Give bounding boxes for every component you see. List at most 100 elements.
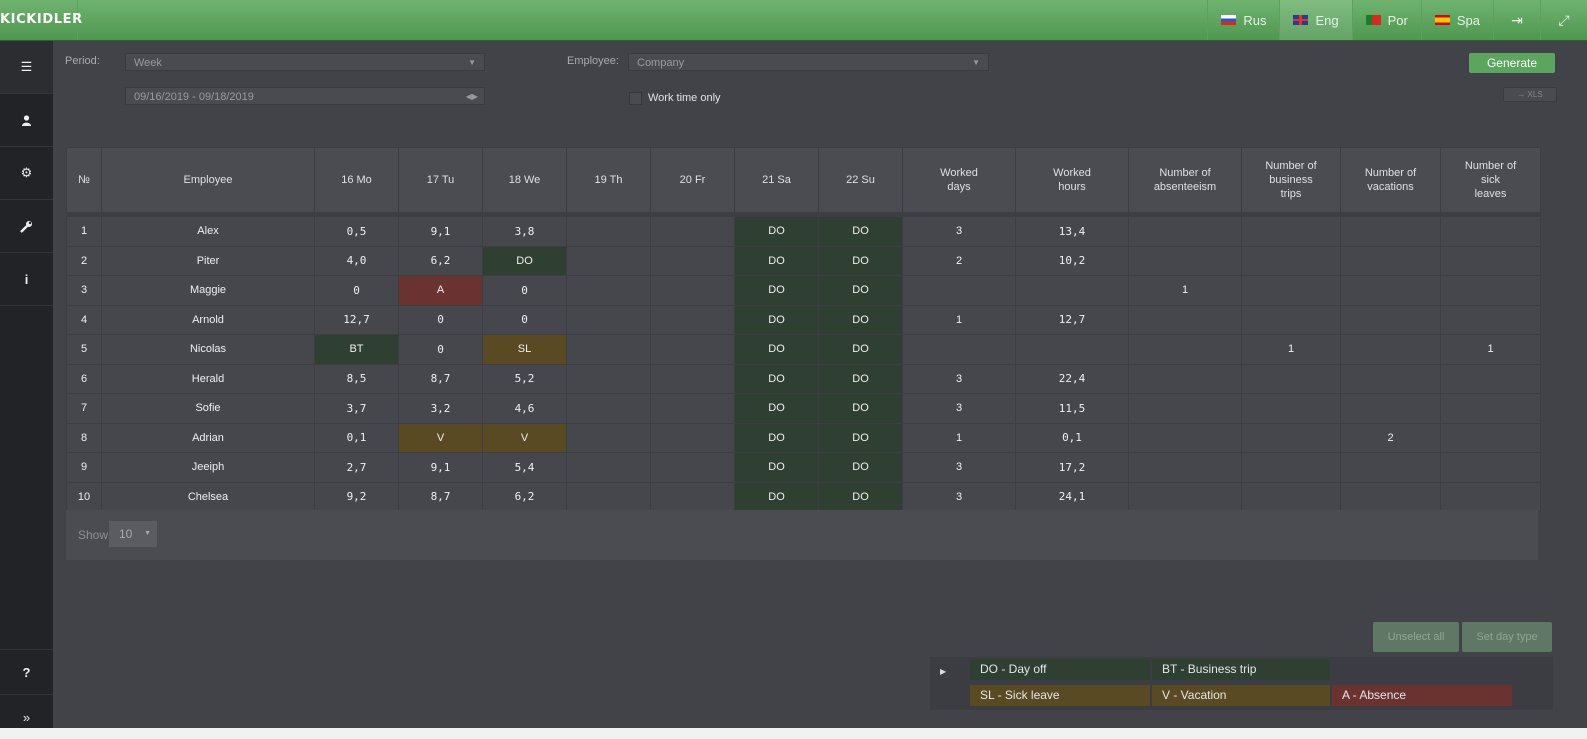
day-cell[interactable]: 5,4 xyxy=(482,452,567,483)
vacations-cell[interactable] xyxy=(1340,393,1441,424)
day-cell[interactable]: DO xyxy=(818,275,903,306)
sick-leaves-cell[interactable] xyxy=(1440,363,1541,394)
day-cell[interactable] xyxy=(650,422,735,453)
help-icon[interactable]: ? xyxy=(0,649,53,694)
row-number-cell[interactable]: 8 xyxy=(66,422,102,453)
business-trips-cell[interactable] xyxy=(1241,363,1341,394)
col-day-header[interactable]: 17 Tu xyxy=(398,147,483,213)
vacations-cell[interactable] xyxy=(1340,481,1441,512)
sick-leaves-cell[interactable] xyxy=(1440,452,1541,483)
sick-leaves-cell[interactable] xyxy=(1440,216,1541,247)
day-cell[interactable]: DO xyxy=(734,304,819,335)
day-cell[interactable] xyxy=(566,304,651,335)
absenteeism-cell[interactable] xyxy=(1128,334,1242,365)
day-cell[interactable]: 6,2 xyxy=(482,481,567,512)
col-worked-days-header[interactable]: Worked days xyxy=(902,147,1016,213)
user-icon[interactable] xyxy=(0,94,53,147)
worked-hours-cell[interactable]: 17,2 xyxy=(1015,452,1129,483)
col-absenteeism-header[interactable]: Number of absenteeism xyxy=(1128,147,1242,213)
day-cell[interactable]: 8,5 xyxy=(314,363,399,394)
worked-hours-cell[interactable] xyxy=(1015,275,1129,306)
col-day-header[interactable]: 18 We xyxy=(482,147,567,213)
lang-rus-button[interactable]: Rus xyxy=(1207,0,1279,40)
day-cell[interactable]: BT xyxy=(314,334,399,365)
set-day-type-button[interactable]: Set day type xyxy=(1462,622,1552,652)
sick-leaves-cell[interactable] xyxy=(1440,393,1541,424)
day-cell[interactable]: 3,8 xyxy=(482,216,567,247)
day-cell[interactable]: DO xyxy=(818,363,903,394)
worked-days-cell[interactable] xyxy=(902,334,1016,365)
employee-name-cell[interactable]: Nicolas xyxy=(101,334,315,365)
sick-leaves-cell[interactable] xyxy=(1440,275,1541,306)
business-trips-cell[interactable] xyxy=(1241,275,1341,306)
worked-days-cell[interactable]: 3 xyxy=(902,452,1016,483)
employee-name-cell[interactable]: Alex xyxy=(101,216,315,247)
day-cell[interactable] xyxy=(650,245,735,276)
day-cell[interactable]: DO xyxy=(734,452,819,483)
absenteeism-cell[interactable] xyxy=(1128,304,1242,335)
day-cell[interactable]: DO xyxy=(818,481,903,512)
vacations-cell[interactable] xyxy=(1340,275,1441,306)
absenteeism-cell[interactable] xyxy=(1128,245,1242,276)
absenteeism-cell[interactable] xyxy=(1128,393,1242,424)
worked-hours-cell[interactable]: 11,5 xyxy=(1015,393,1129,424)
period-select[interactable]: Week ▼ xyxy=(125,53,485,71)
day-cell[interactable]: DO xyxy=(734,422,819,453)
day-cell[interactable]: 0 xyxy=(482,304,567,335)
list-icon[interactable]: ☰ xyxy=(0,41,53,94)
page-size-select[interactable]: 10 ▼ xyxy=(109,521,157,547)
day-cell[interactable]: V xyxy=(398,422,483,453)
sick-leaves-cell[interactable] xyxy=(1440,245,1541,276)
info-icon[interactable]: i xyxy=(0,253,53,306)
row-number-cell[interactable]: 10 xyxy=(66,481,102,512)
worked-hours-cell[interactable]: 12,7 xyxy=(1015,304,1129,335)
worked-hours-cell[interactable]: 24,1 xyxy=(1015,481,1129,512)
export-xls-button[interactable]: → XLS xyxy=(1503,87,1557,102)
day-cell[interactable]: DO xyxy=(734,275,819,306)
vacations-cell[interactable] xyxy=(1340,304,1441,335)
day-cell[interactable]: 0 xyxy=(314,275,399,306)
sick-leaves-cell[interactable] xyxy=(1440,304,1541,335)
day-cell[interactable] xyxy=(566,422,651,453)
business-trips-cell[interactable] xyxy=(1241,393,1341,424)
sick-leaves-cell[interactable] xyxy=(1440,481,1541,512)
day-cell[interactable]: 12,7 xyxy=(314,304,399,335)
sick-leaves-cell[interactable]: 1 xyxy=(1440,334,1541,365)
day-cell[interactable]: 9,1 xyxy=(398,452,483,483)
vacations-cell[interactable] xyxy=(1340,363,1441,394)
vacations-cell[interactable] xyxy=(1340,245,1441,276)
business-trips-cell[interactable] xyxy=(1241,216,1341,247)
day-cell[interactable] xyxy=(650,275,735,306)
row-number-cell[interactable]: 1 xyxy=(66,216,102,247)
day-cell[interactable]: 5,2 xyxy=(482,363,567,394)
day-cell[interactable]: 0 xyxy=(482,275,567,306)
employee-name-cell[interactable]: Piter xyxy=(101,245,315,276)
business-trips-cell[interactable]: 1 xyxy=(1241,334,1341,365)
row-number-cell[interactable]: 7 xyxy=(66,393,102,424)
day-cell[interactable]: DO xyxy=(734,334,819,365)
day-cell[interactable]: DO xyxy=(734,393,819,424)
day-cell[interactable]: 0 xyxy=(398,304,483,335)
employee-name-cell[interactable]: Chelsea xyxy=(101,481,315,512)
col-employee-header[interactable]: Employee xyxy=(101,147,315,213)
day-cell[interactable]: V xyxy=(482,422,567,453)
day-cell[interactable]: 2,7 xyxy=(314,452,399,483)
row-number-cell[interactable]: 9 xyxy=(66,452,102,483)
day-cell[interactable] xyxy=(566,275,651,306)
logout-icon[interactable]: ⇥ xyxy=(1493,0,1540,40)
worked-days-cell[interactable]: 2 xyxy=(902,245,1016,276)
wrench-icon[interactable] xyxy=(0,200,53,253)
day-cell[interactable]: DO xyxy=(818,422,903,453)
day-cell[interactable] xyxy=(566,363,651,394)
day-cell[interactable]: 6,2 xyxy=(398,245,483,276)
row-number-cell[interactable]: 2 xyxy=(66,245,102,276)
lang-eng-button[interactable]: Eng xyxy=(1279,0,1352,40)
absenteeism-cell[interactable] xyxy=(1128,216,1242,247)
day-cell[interactable] xyxy=(650,363,735,394)
worked-days-cell[interactable] xyxy=(902,275,1016,306)
day-cell[interactable]: 0 xyxy=(398,334,483,365)
day-cell[interactable] xyxy=(566,245,651,276)
employee-name-cell[interactable]: Maggie xyxy=(101,275,315,306)
day-cell[interactable]: 3,7 xyxy=(314,393,399,424)
row-number-cell[interactable]: 6 xyxy=(66,363,102,394)
